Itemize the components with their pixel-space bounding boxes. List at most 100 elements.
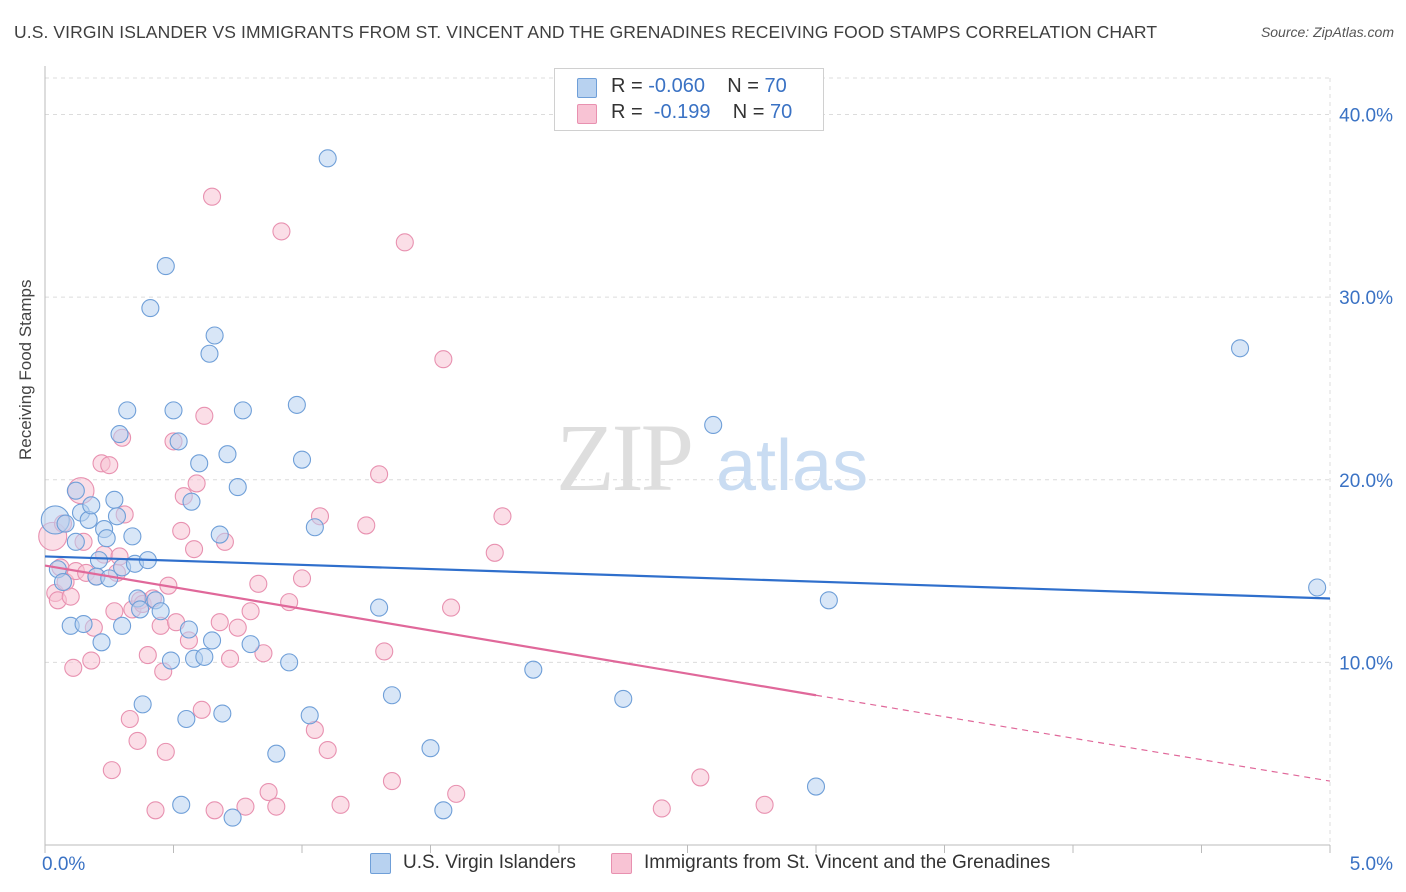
y-tick-label: 30.0% bbox=[1339, 288, 1393, 309]
blue-point bbox=[819, 591, 838, 610]
pink-point bbox=[120, 709, 139, 729]
pink-point bbox=[195, 406, 214, 425]
blue-point bbox=[113, 616, 132, 635]
blue-point bbox=[210, 525, 229, 544]
blue-point bbox=[107, 507, 127, 526]
pink-point bbox=[102, 761, 121, 780]
blue-point bbox=[218, 445, 237, 464]
pink-point bbox=[156, 742, 175, 761]
blue-point bbox=[97, 529, 116, 548]
legend-r-label: R = bbox=[611, 101, 643, 123]
pink-point bbox=[755, 795, 774, 814]
series-legend-label-pink: Immigrants from St. Vincent and the Gren… bbox=[644, 852, 1051, 873]
pink-point bbox=[382, 772, 402, 791]
pink-point bbox=[236, 797, 255, 816]
blue-point bbox=[53, 572, 73, 592]
x-tick-label-max: 5.0% bbox=[1350, 854, 1393, 875]
blue-series-points bbox=[40, 149, 1327, 827]
pink-point bbox=[434, 350, 453, 369]
blue-point bbox=[172, 795, 191, 814]
blue-point bbox=[141, 299, 160, 318]
blue-point bbox=[434, 801, 453, 820]
pink-point bbox=[652, 799, 671, 818]
watermark-zip: ZIP bbox=[556, 404, 691, 511]
axes bbox=[44, 66, 1331, 853]
blue-point bbox=[66, 532, 85, 551]
blue-point bbox=[179, 620, 198, 639]
pink-point bbox=[128, 731, 147, 750]
blue-point bbox=[82, 496, 101, 515]
blue-point bbox=[118, 401, 137, 420]
blue-point bbox=[1231, 339, 1250, 358]
blue-point bbox=[66, 481, 85, 500]
blue-point bbox=[151, 602, 170, 621]
pink-point bbox=[210, 613, 229, 632]
series-legend: U.S. Virgin Islanders Immigrants from St… bbox=[0, 850, 1406, 880]
blue-point bbox=[190, 454, 209, 473]
pink-point bbox=[267, 797, 286, 816]
pink-point bbox=[318, 740, 337, 760]
watermark: ZIP atlas bbox=[556, 404, 868, 511]
blue-point bbox=[305, 518, 324, 537]
blue-point bbox=[131, 600, 150, 619]
pink-point bbox=[192, 700, 211, 719]
pink-point bbox=[485, 543, 504, 562]
blue-point bbox=[182, 492, 201, 511]
pink-point bbox=[370, 465, 389, 484]
blue-point bbox=[1308, 578, 1327, 597]
pink-trend-line bbox=[44, 564, 817, 697]
y-tick-label: 40.0% bbox=[1339, 106, 1393, 127]
series-legend-label-blue: U.S. Virgin Islanders bbox=[403, 852, 576, 873]
pink-point bbox=[691, 768, 710, 787]
chart-title: U.S. VIRGIN ISLANDER VS IMMIGRANTS FROM … bbox=[14, 22, 1158, 42]
pink-point bbox=[187, 474, 206, 493]
blue-point bbox=[228, 478, 247, 497]
blue-point bbox=[318, 149, 337, 168]
blue-point bbox=[806, 777, 826, 796]
blue-point bbox=[267, 744, 286, 763]
blue-trend-line bbox=[44, 555, 1331, 600]
blue-point bbox=[133, 695, 152, 714]
pink-point bbox=[205, 801, 224, 820]
blue-point bbox=[280, 653, 299, 672]
blue-point bbox=[370, 598, 389, 617]
trend-lines bbox=[44, 555, 1331, 782]
blue-point bbox=[300, 706, 319, 725]
pink-trend-extension bbox=[815, 694, 1331, 782]
pink-point bbox=[172, 521, 191, 540]
blue-point bbox=[213, 704, 232, 723]
pink-point bbox=[249, 574, 268, 593]
legend-swatch-blue bbox=[577, 78, 597, 98]
y-tick-labels: 10.0% 20.0% 30.0% 40.0% bbox=[1339, 106, 1393, 675]
y-axis-label: Receiving Food Stamps bbox=[16, 279, 35, 460]
blue-point bbox=[164, 401, 183, 420]
blue-point bbox=[156, 257, 175, 276]
pink-point bbox=[105, 602, 124, 621]
pink-point bbox=[138, 646, 157, 665]
blue-point bbox=[421, 739, 440, 758]
pink-point bbox=[254, 644, 273, 663]
legend-swatch-pink bbox=[577, 104, 597, 124]
pink-point bbox=[203, 187, 222, 206]
blue-point bbox=[382, 686, 402, 705]
blue-point bbox=[56, 514, 75, 533]
blue-point bbox=[233, 401, 252, 420]
source-credit: Source: ZipAtlas.com bbox=[1260, 24, 1394, 40]
series-legend-swatch-blue bbox=[370, 853, 391, 874]
blue-point bbox=[74, 614, 93, 634]
legend-n-label: N = bbox=[732, 101, 765, 123]
blue-point bbox=[89, 551, 109, 570]
blue-point bbox=[614, 689, 633, 708]
blue-point bbox=[169, 432, 188, 451]
x-tick-label-min: 0.0% bbox=[42, 854, 85, 875]
legend-n-value-blue: 70 bbox=[764, 75, 787, 97]
pink-point bbox=[241, 602, 260, 621]
blue-point bbox=[177, 709, 196, 729]
pink-point bbox=[228, 618, 247, 637]
pink-point bbox=[82, 651, 101, 670]
blue-point bbox=[195, 647, 214, 666]
blue-point bbox=[110, 425, 129, 444]
blue-point bbox=[223, 808, 242, 827]
pink-point bbox=[100, 456, 119, 475]
